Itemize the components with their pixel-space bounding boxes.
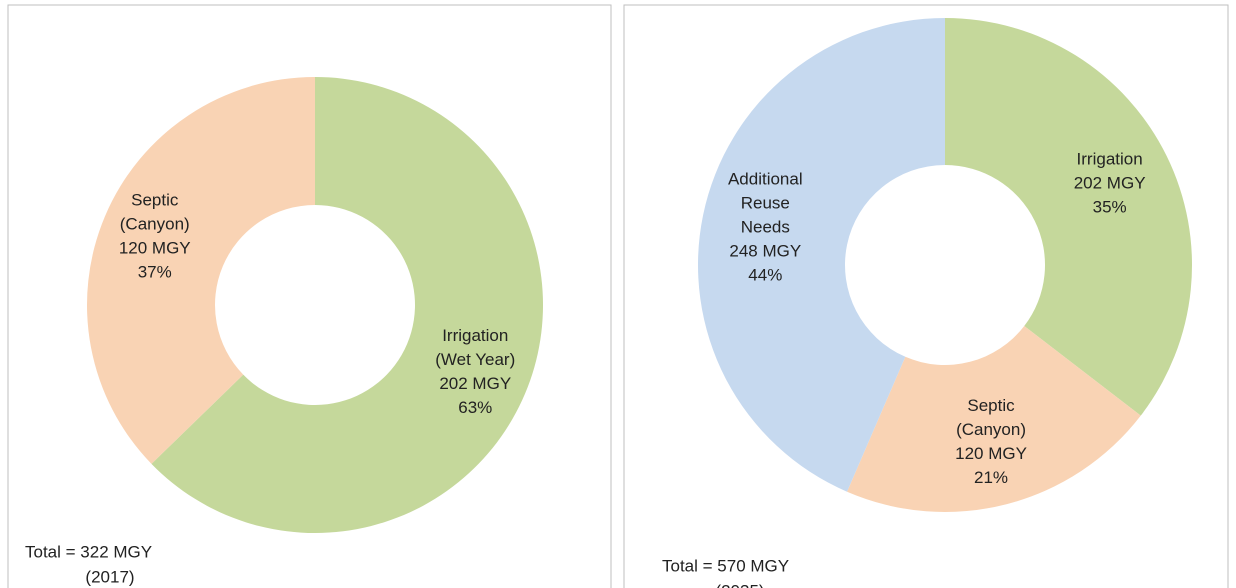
percentage-label: 44% — [748, 265, 782, 284]
percentage-label: 63% — [458, 398, 492, 417]
category-label: (Canyon) — [956, 420, 1026, 439]
category-label: (Canyon) — [120, 215, 190, 234]
category-label: Needs — [741, 217, 790, 236]
category-label: Septic — [131, 191, 179, 210]
percentage-label: 37% — [138, 263, 172, 282]
value-label: 248 MGY — [729, 241, 801, 260]
total-label: Total = 570 MGY — [662, 556, 789, 575]
donut-slice — [86, 77, 315, 464]
category-label: Septic — [967, 396, 1015, 415]
year-label: (2017) — [85, 567, 134, 586]
value-label: 202 MGY — [1074, 173, 1146, 192]
donut-slice — [151, 77, 544, 533]
category-label: Irrigation — [442, 326, 508, 345]
category-label: Additional — [728, 169, 803, 188]
panel-border — [7, 4, 612, 588]
donut-slice — [698, 18, 945, 492]
percentage-label: 21% — [974, 468, 1008, 487]
category-label: Reuse — [741, 193, 790, 212]
total-label: Total = 322 MGY — [25, 542, 152, 561]
percentage-label: 35% — [1093, 197, 1127, 216]
donut-slice — [945, 18, 1192, 416]
value-label: 120 MGY — [955, 444, 1027, 463]
donut-slice — [847, 325, 1141, 512]
category-label: Irrigation — [1077, 149, 1143, 168]
panel-border — [623, 4, 1229, 588]
category-label: (Wet Year) — [435, 350, 515, 369]
value-label: 202 MGY — [439, 374, 511, 393]
value-label: 120 MGY — [119, 239, 191, 258]
year-label: (2035) — [715, 581, 764, 588]
